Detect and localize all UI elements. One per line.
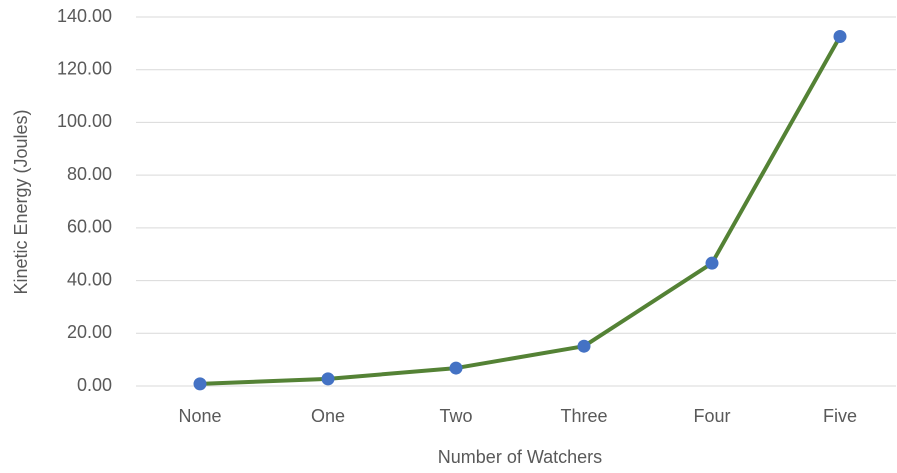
data-point xyxy=(449,361,463,375)
y-tick-label: 100.00 xyxy=(57,111,112,131)
x-tick-label: None xyxy=(178,406,221,426)
x-axis-title: Number of Watchers xyxy=(438,447,602,467)
y-tick-label: 20.00 xyxy=(67,322,112,342)
x-tick-label: Five xyxy=(823,406,857,426)
y-tick-label: 40.00 xyxy=(67,269,112,289)
x-tick-label: One xyxy=(311,406,345,426)
data-line xyxy=(199,35,842,386)
data-point xyxy=(577,339,591,353)
y-tick-label: 60.00 xyxy=(67,217,112,237)
x-tick-label: Three xyxy=(560,406,607,426)
x-tick-label: Four xyxy=(693,406,730,426)
y-tick-label: 0.00 xyxy=(77,375,112,395)
y-axis-title: Kinetic Energy (Joules) xyxy=(11,109,31,294)
data-point xyxy=(833,30,847,44)
x-tick-label: Two xyxy=(439,406,472,426)
y-tick-label: 80.00 xyxy=(67,164,112,184)
data-point xyxy=(705,256,719,270)
y-tick-label: 120.00 xyxy=(57,58,112,78)
data-point xyxy=(321,372,335,386)
data-point xyxy=(193,377,207,391)
y-tick-label: 140.00 xyxy=(57,6,112,26)
